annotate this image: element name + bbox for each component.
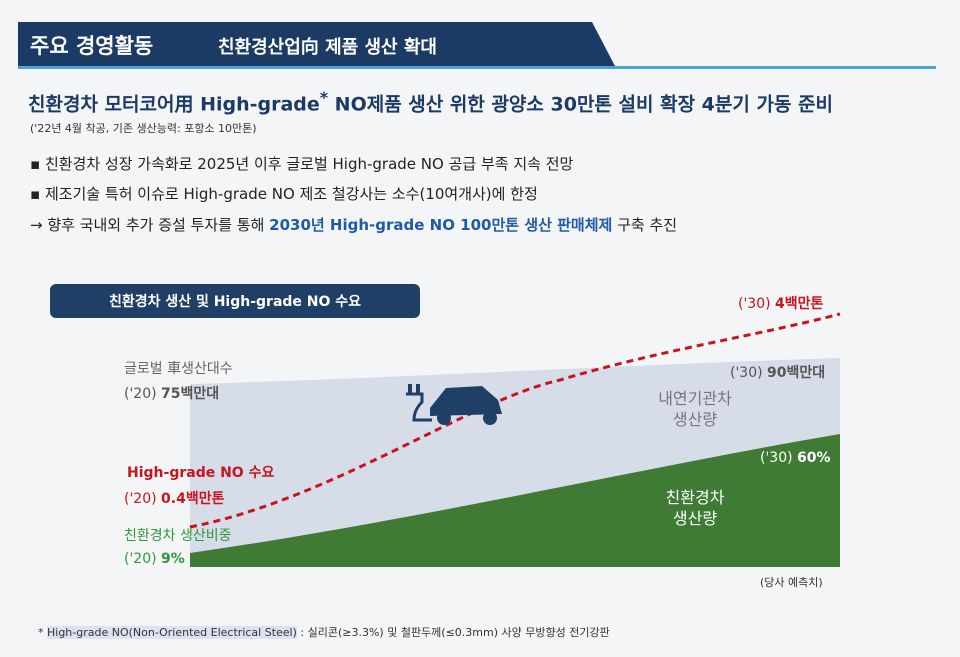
conclusion: → 향후 국내외 추가 증설 투자를 통해 2030년 High-grade N… (30, 214, 677, 235)
global-end: ('30) 90백만대 (730, 362, 825, 382)
value: 75백만대 (161, 386, 220, 402)
bullet: ▪ 제조기술 특허 이슈로 High-grade NO 제조 철강사는 소수(1… (30, 185, 538, 203)
eco-end: ('30) 60% (760, 450, 831, 466)
value: 4백만톤 (775, 296, 824, 312)
header-subtitle: 친환경산업向 제품 생산 확대 (218, 37, 437, 58)
eco-label: 친환경차 생산비중 (124, 528, 232, 544)
year: ('20) (124, 551, 157, 567)
headline-rest: NO제품 생산 위한 광양소 30만톤 설비 확장 4분기 가동 준비 (328, 93, 834, 116)
bullet-text: 제조기술 특허 이슈로 High-grade NO 제조 철강사는 소수(10여… (44, 185, 538, 203)
area-line: 친환경차 (665, 488, 725, 507)
value: 60% (797, 450, 831, 466)
headline-mark: * (319, 88, 329, 107)
value: 9% (161, 551, 185, 567)
area-line: 생산량 (672, 509, 718, 528)
header-bar (18, 22, 616, 68)
global-label: 글로벌 車생산대수 (124, 361, 233, 377)
chart-title-box (50, 284, 420, 318)
header-title: 주요 경영활동 (30, 34, 154, 58)
demand-start: ('20) 0.4백만톤 (124, 488, 225, 508)
note: ('22년 4월 착공, 기존 생산능력: 포항소 10만톤) (30, 122, 257, 135)
bullet: ▪ 친환경차 성장 가속화로 2025년 이후 글로벌 High-grade N… (30, 155, 574, 173)
header-rule (18, 66, 936, 69)
year: ('20) (124, 386, 157, 402)
footnote-mark: * (38, 626, 44, 639)
chart-title: 친환경차 생산 및 High-grade NO 수요 (108, 294, 362, 310)
conclusion-highlight: 2030년 High-grade NO 100만톤 생산 판매체제 (269, 216, 613, 234)
area-line: 생산량 (672, 410, 718, 429)
year: ('30) (730, 365, 763, 381)
headline: 친환경차 모터코어用 High-grade* NO제품 생산 위한 광양소 30… (28, 88, 833, 116)
footnote-term: High-grade NO(Non-Oriented Electrical St… (47, 626, 297, 639)
headline-main: 친환경차 모터코어用 High-grade (28, 93, 320, 116)
car-icon (406, 384, 502, 425)
demand-label: High-grade NO 수요 (127, 465, 275, 481)
year: ('30) (738, 296, 771, 312)
demand-line (189, 312, 841, 529)
area-line: 내연기관차 (658, 389, 732, 408)
source: (당사 예측치) (760, 576, 823, 589)
conclusion-prefix: → 향후 국내외 추가 증설 투자를 통해 (30, 216, 270, 234)
year: ('20) (124, 491, 157, 507)
value: 0.4백만톤 (161, 491, 225, 507)
global-start: ('20) 75백만대 (124, 383, 219, 403)
value: 90백만대 (767, 365, 826, 381)
bullet-text: 친환경차 성장 가속화로 2025년 이후 글로벌 High-grade NO … (44, 155, 574, 173)
eco-start: ('20) 9% (124, 551, 185, 567)
year: ('30) (760, 450, 793, 466)
conclusion-suffix: 구축 추진 (612, 216, 678, 234)
footnote: * High-grade NO(Non-Oriented Electrical … (38, 624, 610, 640)
eco-area (190, 434, 840, 567)
footnote-rest: : 실리콘(≥3.3%) 및 철판두께(≤0.3mm) 사양 무방향성 전기강판 (296, 626, 610, 639)
demand-end: ('30) 4백만톤 (738, 293, 823, 313)
